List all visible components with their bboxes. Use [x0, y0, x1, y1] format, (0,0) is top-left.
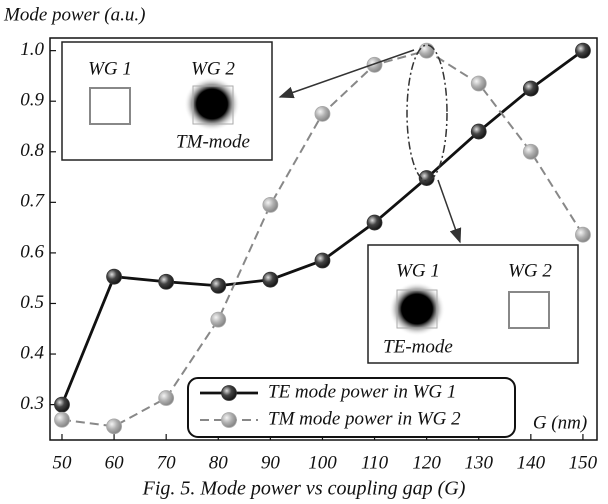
- marker: [315, 253, 330, 268]
- x-tick-label: 50: [52, 452, 72, 473]
- marker: [159, 274, 174, 289]
- y-tick-label: 0.4: [20, 342, 44, 363]
- inset-label: TM-mode: [176, 131, 250, 152]
- x-tick-label: 130: [464, 452, 493, 473]
- y-tick-label: 1.0: [20, 39, 44, 60]
- marker: [211, 312, 226, 327]
- marker: [523, 81, 538, 96]
- legend-marker: [222, 386, 237, 401]
- arrow: [438, 180, 460, 242]
- y-axis-label: Mode power (a.u.): [3, 4, 145, 25]
- y-tick-label: 0.3: [20, 393, 44, 414]
- marker: [575, 227, 590, 242]
- x-tick-label: 70: [157, 452, 177, 473]
- marker: [367, 57, 382, 72]
- marker: [107, 419, 122, 434]
- x-tick-label: 150: [569, 452, 598, 473]
- chart: Mode power (a.u.) Fig. 5. Mode power vs …: [0, 0, 608, 504]
- inset-label: WG 2: [508, 260, 552, 281]
- marker: [575, 43, 590, 58]
- inset-tm: WG 1 WG 2 TM-mode: [62, 42, 272, 160]
- marker: [471, 124, 486, 139]
- marker: [315, 106, 330, 121]
- y-tick-label: 0.7: [20, 191, 45, 212]
- inset-label: TE-mode: [383, 336, 453, 357]
- inset-label: WG 1: [88, 58, 132, 79]
- y-tick-label: 0.8: [20, 140, 44, 161]
- highlight-ellipse: [407, 45, 447, 181]
- x-tick-label: 120: [412, 452, 441, 473]
- inset-te: WG 1 WG 2 TE-mode: [368, 245, 578, 363]
- inset-label: WG 1: [396, 260, 440, 281]
- marker: [263, 197, 278, 212]
- legend-marker: [222, 413, 237, 428]
- x-tick-label: 90: [261, 452, 281, 473]
- marker: [54, 397, 69, 412]
- x-tick-label: 80: [209, 452, 229, 473]
- inset-label: WG 2: [191, 58, 235, 79]
- marker: [471, 76, 486, 91]
- marker: [263, 272, 278, 287]
- y-tick-label: 0.9: [20, 90, 44, 111]
- marker: [54, 412, 69, 427]
- y-tick-label: 0.6: [20, 241, 44, 262]
- marker: [523, 144, 538, 159]
- x-tick-label: 140: [517, 452, 546, 473]
- mode-profile: [184, 77, 240, 131]
- caption: Fig. 5. Mode power vs coupling gap (G): [142, 478, 466, 500]
- legend-label: TE mode power in WG 1: [268, 381, 456, 402]
- marker: [211, 278, 226, 293]
- x-axis-label: G (nm): [533, 412, 587, 433]
- marker: [419, 43, 434, 58]
- marker: [159, 391, 174, 406]
- y-tick-label: 0.5: [20, 292, 44, 313]
- x-tick-label: 60: [105, 452, 125, 473]
- x-tick-label: 110: [361, 452, 389, 473]
- marker: [367, 215, 382, 230]
- x-tick-label: 100: [308, 452, 337, 473]
- arrow: [280, 50, 414, 97]
- legend-label: TM mode power in WG 2: [268, 408, 461, 429]
- marker: [107, 269, 122, 284]
